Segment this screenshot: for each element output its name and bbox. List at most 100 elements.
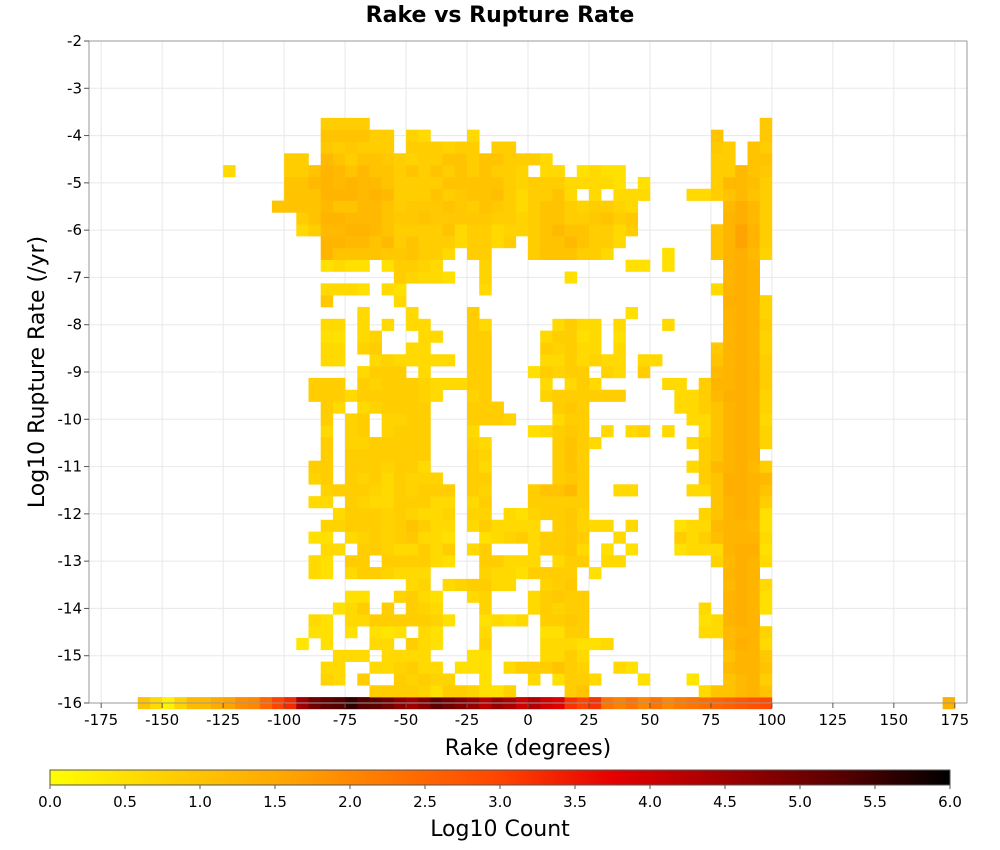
heatmap-cell bbox=[576, 555, 590, 568]
heatmap-cell bbox=[710, 153, 724, 166]
heatmap-cell bbox=[320, 342, 334, 355]
heatmap-cell bbox=[735, 460, 748, 473]
heatmap-cell bbox=[430, 176, 443, 190]
heatmap-cell bbox=[418, 330, 431, 343]
heatmap-cell bbox=[588, 224, 602, 237]
heatmap-cell bbox=[576, 685, 590, 698]
heatmap-cell bbox=[430, 141, 443, 154]
heatmap-cell bbox=[613, 330, 626, 343]
heatmap-cell bbox=[710, 484, 724, 497]
heatmap-cell bbox=[369, 472, 382, 485]
heatmap-cell bbox=[393, 590, 407, 603]
heatmap-cell bbox=[723, 318, 736, 331]
heatmap-cell bbox=[479, 507, 492, 521]
heatmap-cell bbox=[747, 200, 760, 213]
heatmap-cell bbox=[759, 555, 773, 568]
heatmap-cell bbox=[747, 283, 760, 296]
heatmap-cell bbox=[442, 519, 456, 532]
colorbar-tick-label: 3.5 bbox=[563, 793, 587, 811]
heatmap-cell bbox=[369, 496, 382, 509]
heatmap-cell bbox=[393, 413, 407, 426]
heatmap-cell bbox=[406, 567, 419, 580]
colorbar-tick-label: 1.5 bbox=[263, 793, 287, 811]
heatmap-cell bbox=[430, 661, 443, 674]
heatmap-cell bbox=[710, 165, 724, 178]
heatmap-cell bbox=[613, 484, 626, 497]
heatmap-cell bbox=[418, 673, 431, 686]
heatmap-cell bbox=[357, 437, 370, 450]
heatmap-cell bbox=[381, 484, 395, 497]
heatmap-cell bbox=[381, 567, 395, 580]
heatmap-cell bbox=[759, 389, 773, 402]
heatmap-cell bbox=[320, 437, 334, 450]
heatmap-cell bbox=[710, 354, 724, 367]
heatmap-cell bbox=[381, 555, 395, 568]
heatmap-cell bbox=[393, 354, 407, 367]
heatmap-cell bbox=[442, 531, 456, 544]
heatmap-cell bbox=[332, 519, 346, 532]
colorbar bbox=[49, 769, 951, 786]
heatmap-cell bbox=[381, 389, 395, 402]
heatmap-cell bbox=[564, 673, 578, 686]
heatmap-cell bbox=[710, 519, 724, 532]
heatmap-cell bbox=[308, 567, 321, 580]
heatmap-cell bbox=[564, 271, 578, 284]
heatmap-cell bbox=[467, 543, 480, 556]
heatmap-cell bbox=[723, 437, 736, 450]
heatmap-cell bbox=[710, 543, 724, 556]
heatmap-cell bbox=[552, 448, 565, 461]
heatmap-cell bbox=[430, 188, 443, 201]
heatmap-cell bbox=[345, 236, 358, 249]
heatmap-cell bbox=[369, 519, 382, 532]
heatmap-cell bbox=[284, 176, 297, 190]
heatmap-cell bbox=[479, 626, 492, 639]
heatmap-cell bbox=[540, 354, 553, 367]
heatmap-cell bbox=[418, 259, 431, 272]
heatmap-cell bbox=[467, 366, 480, 379]
heatmap-cell bbox=[479, 555, 492, 568]
heatmap-cell bbox=[723, 342, 736, 355]
heatmap-cell bbox=[320, 212, 334, 225]
heatmap-cell bbox=[369, 567, 382, 580]
heatmap-cell bbox=[406, 448, 419, 461]
heatmap-cell bbox=[747, 176, 760, 190]
heatmap-cell bbox=[723, 460, 736, 473]
heatmap-cell bbox=[357, 425, 370, 438]
heatmap-cell bbox=[735, 401, 748, 414]
heatmap-cell bbox=[308, 555, 321, 568]
heatmap-cell bbox=[418, 247, 431, 260]
heatmap-cell bbox=[320, 377, 334, 391]
heatmap-cell bbox=[662, 425, 675, 438]
heatmap-cell bbox=[467, 354, 480, 367]
heatmap-cell bbox=[357, 153, 370, 166]
heatmap-cell bbox=[332, 259, 346, 272]
heatmap-cell bbox=[759, 330, 773, 343]
heatmap-cell bbox=[735, 649, 748, 662]
heatmap-cell bbox=[406, 271, 419, 284]
heatmap-cell bbox=[735, 413, 748, 426]
heatmap-cell bbox=[759, 543, 773, 556]
heatmap-cell bbox=[357, 567, 370, 580]
x-tick-label: -50 bbox=[394, 711, 419, 729]
heatmap-cell bbox=[467, 460, 480, 473]
heatmap-cell bbox=[588, 200, 602, 213]
heatmap-cell bbox=[759, 117, 773, 130]
heatmap-cell bbox=[588, 377, 602, 391]
colorbar-label: Log10 Count bbox=[430, 817, 570, 842]
heatmap-cell bbox=[332, 141, 346, 154]
heatmap-cell bbox=[479, 236, 492, 249]
heatmap-cell bbox=[698, 472, 712, 485]
heatmap-cell bbox=[759, 425, 773, 438]
heatmap-cell bbox=[710, 448, 724, 461]
heatmap-cell bbox=[418, 496, 431, 509]
heatmap-cell bbox=[674, 377, 687, 391]
heatmap-cell bbox=[552, 649, 565, 662]
heatmap-cell bbox=[418, 437, 431, 450]
heatmap-cell bbox=[686, 531, 700, 544]
heatmap-cell bbox=[503, 567, 517, 580]
heatmap-cell bbox=[418, 543, 431, 556]
x-tick-label: -25 bbox=[455, 711, 480, 729]
heatmap-cell bbox=[369, 377, 382, 391]
heatmap-cell bbox=[625, 543, 639, 556]
heatmap-cell bbox=[515, 188, 529, 201]
